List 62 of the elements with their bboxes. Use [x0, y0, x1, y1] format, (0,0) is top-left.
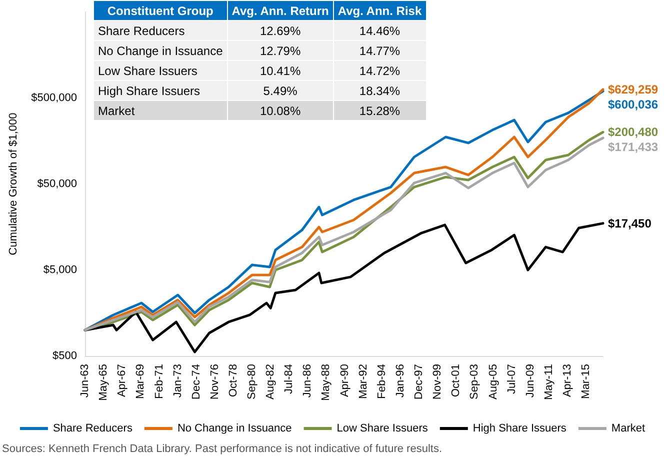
x-tick-label: Feb-94: [376, 364, 388, 399]
annotation: $600,036: [608, 97, 658, 112]
legend-label: No Change in Issuance: [177, 422, 292, 434]
x-tick-label: Dec-97: [413, 364, 426, 400]
x-tick-label: Nov-99: [432, 364, 444, 400]
x-tick-label: Jan-73: [172, 364, 184, 398]
annotation: 15.28%: [333, 100, 426, 120]
x-tick-label: Mar-69: [134, 364, 147, 399]
legend-label: Low Share Issuers: [336, 422, 428, 434]
x-tick-label: May-65: [98, 364, 110, 401]
y-tick-label: $500: [52, 350, 77, 362]
x-tick-label: Jul-07: [506, 364, 518, 394]
annotation: 10.08%: [227, 100, 334, 120]
legend-label: Market: [611, 422, 646, 434]
annotation: $171,433: [608, 140, 658, 154]
y-tick-label: $500,000: [31, 92, 77, 104]
annotation: Constituent Group: [94, 0, 228, 20]
x-tick-label: Mar-15: [580, 364, 592, 399]
annotation: $200,480: [608, 125, 658, 140]
y-tick-label: $5,000: [43, 264, 77, 276]
annotation: Low Share Issuers: [94, 60, 228, 80]
x-tick-label: Jun-86: [302, 364, 314, 398]
annotation: Share Reducers: [94, 20, 228, 40]
x-tick-label: Aug-05: [487, 364, 500, 400]
x-tick-label: Mar-92: [357, 364, 370, 399]
annotation: 12.79%: [227, 40, 334, 60]
x-tick-label: Feb-71: [153, 364, 166, 399]
annotation: Avg. Ann. Return: [227, 0, 334, 20]
x-tick-label: Jun-63: [79, 364, 91, 398]
annotation: No Change in Issuance: [94, 40, 228, 60]
annotation: 14.72%: [333, 60, 426, 80]
x-tick-label: Nov-76: [208, 364, 221, 400]
x-tick-label: Apr-13: [561, 364, 574, 398]
annotation: Market: [94, 100, 228, 120]
x-tick-label: Apr-67: [116, 364, 128, 398]
x-tick-label: Oct-78: [227, 364, 240, 398]
annotation: 10.41%: [227, 60, 334, 80]
y-tick-label: $50,000: [37, 178, 77, 190]
x-tick-label: Dec-74: [190, 364, 202, 400]
source-note: Sources: Kenneth French Data Library. Past performance is not indicative of future results.: [2, 443, 442, 455]
x-tick-label: Jun-09: [524, 364, 536, 398]
legend-label: Share Reducers: [52, 422, 133, 434]
annotation: 5.49%: [227, 80, 334, 100]
x-tick-label: Sep-80: [246, 364, 258, 400]
x-tick-label: Oct-01: [450, 364, 462, 398]
annotation: $629,259: [608, 82, 658, 96]
x-tick-label: Jan-96: [394, 364, 406, 398]
x-tick-label: May-88: [320, 364, 332, 401]
x-tick-label: Apr-90: [338, 364, 351, 398]
annotation: 12.69%: [227, 20, 334, 40]
y-axis-title: Cumulative Growth of $1,000: [8, 112, 20, 256]
annotation: 18.34%: [333, 80, 426, 100]
x-tick-label: Aug-82: [264, 364, 277, 400]
x-tick-label: Sep-03: [468, 364, 481, 400]
x-tick-label: May-11: [542, 364, 555, 400]
annotation: High Share Issuers: [94, 80, 228, 100]
legend-label: High Share Issuers: [472, 422, 567, 434]
annotation: 14.77%: [333, 40, 426, 60]
x-tick-label: Jul-84: [283, 364, 296, 394]
annotation: 14.46%: [333, 20, 426, 40]
annotation: $17,450: [608, 216, 652, 230]
annotation: Avg. Ann. Risk: [333, 0, 426, 20]
